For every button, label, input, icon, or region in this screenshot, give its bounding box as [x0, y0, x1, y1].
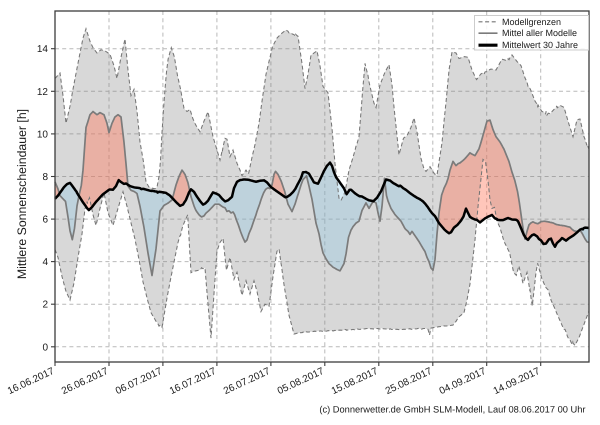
svg-text:12: 12 [37, 87, 49, 98]
svg-text:4: 4 [42, 257, 48, 268]
svg-text:(c) Donnerwetter.de GmbH SLM-M: (c) Donnerwetter.de GmbH SLM-Modell, Lau… [319, 405, 585, 415]
svg-text:Mittlere Sonnenscheindauer [h]: Mittlere Sonnenscheindauer [h] [15, 109, 29, 279]
svg-text:Mittelwert 30 Jahre: Mittelwert 30 Jahre [502, 40, 578, 50]
svg-text:6: 6 [42, 215, 48, 226]
svg-text:8: 8 [42, 172, 48, 183]
svg-text:Mittel aller Modelle: Mittel aller Modelle [502, 28, 577, 38]
svg-text:2: 2 [42, 300, 48, 311]
svg-text:0: 0 [42, 342, 48, 353]
svg-text:14: 14 [37, 44, 49, 55]
svg-text:10: 10 [37, 129, 49, 140]
svg-text:Modellgrenzen: Modellgrenzen [502, 17, 561, 27]
